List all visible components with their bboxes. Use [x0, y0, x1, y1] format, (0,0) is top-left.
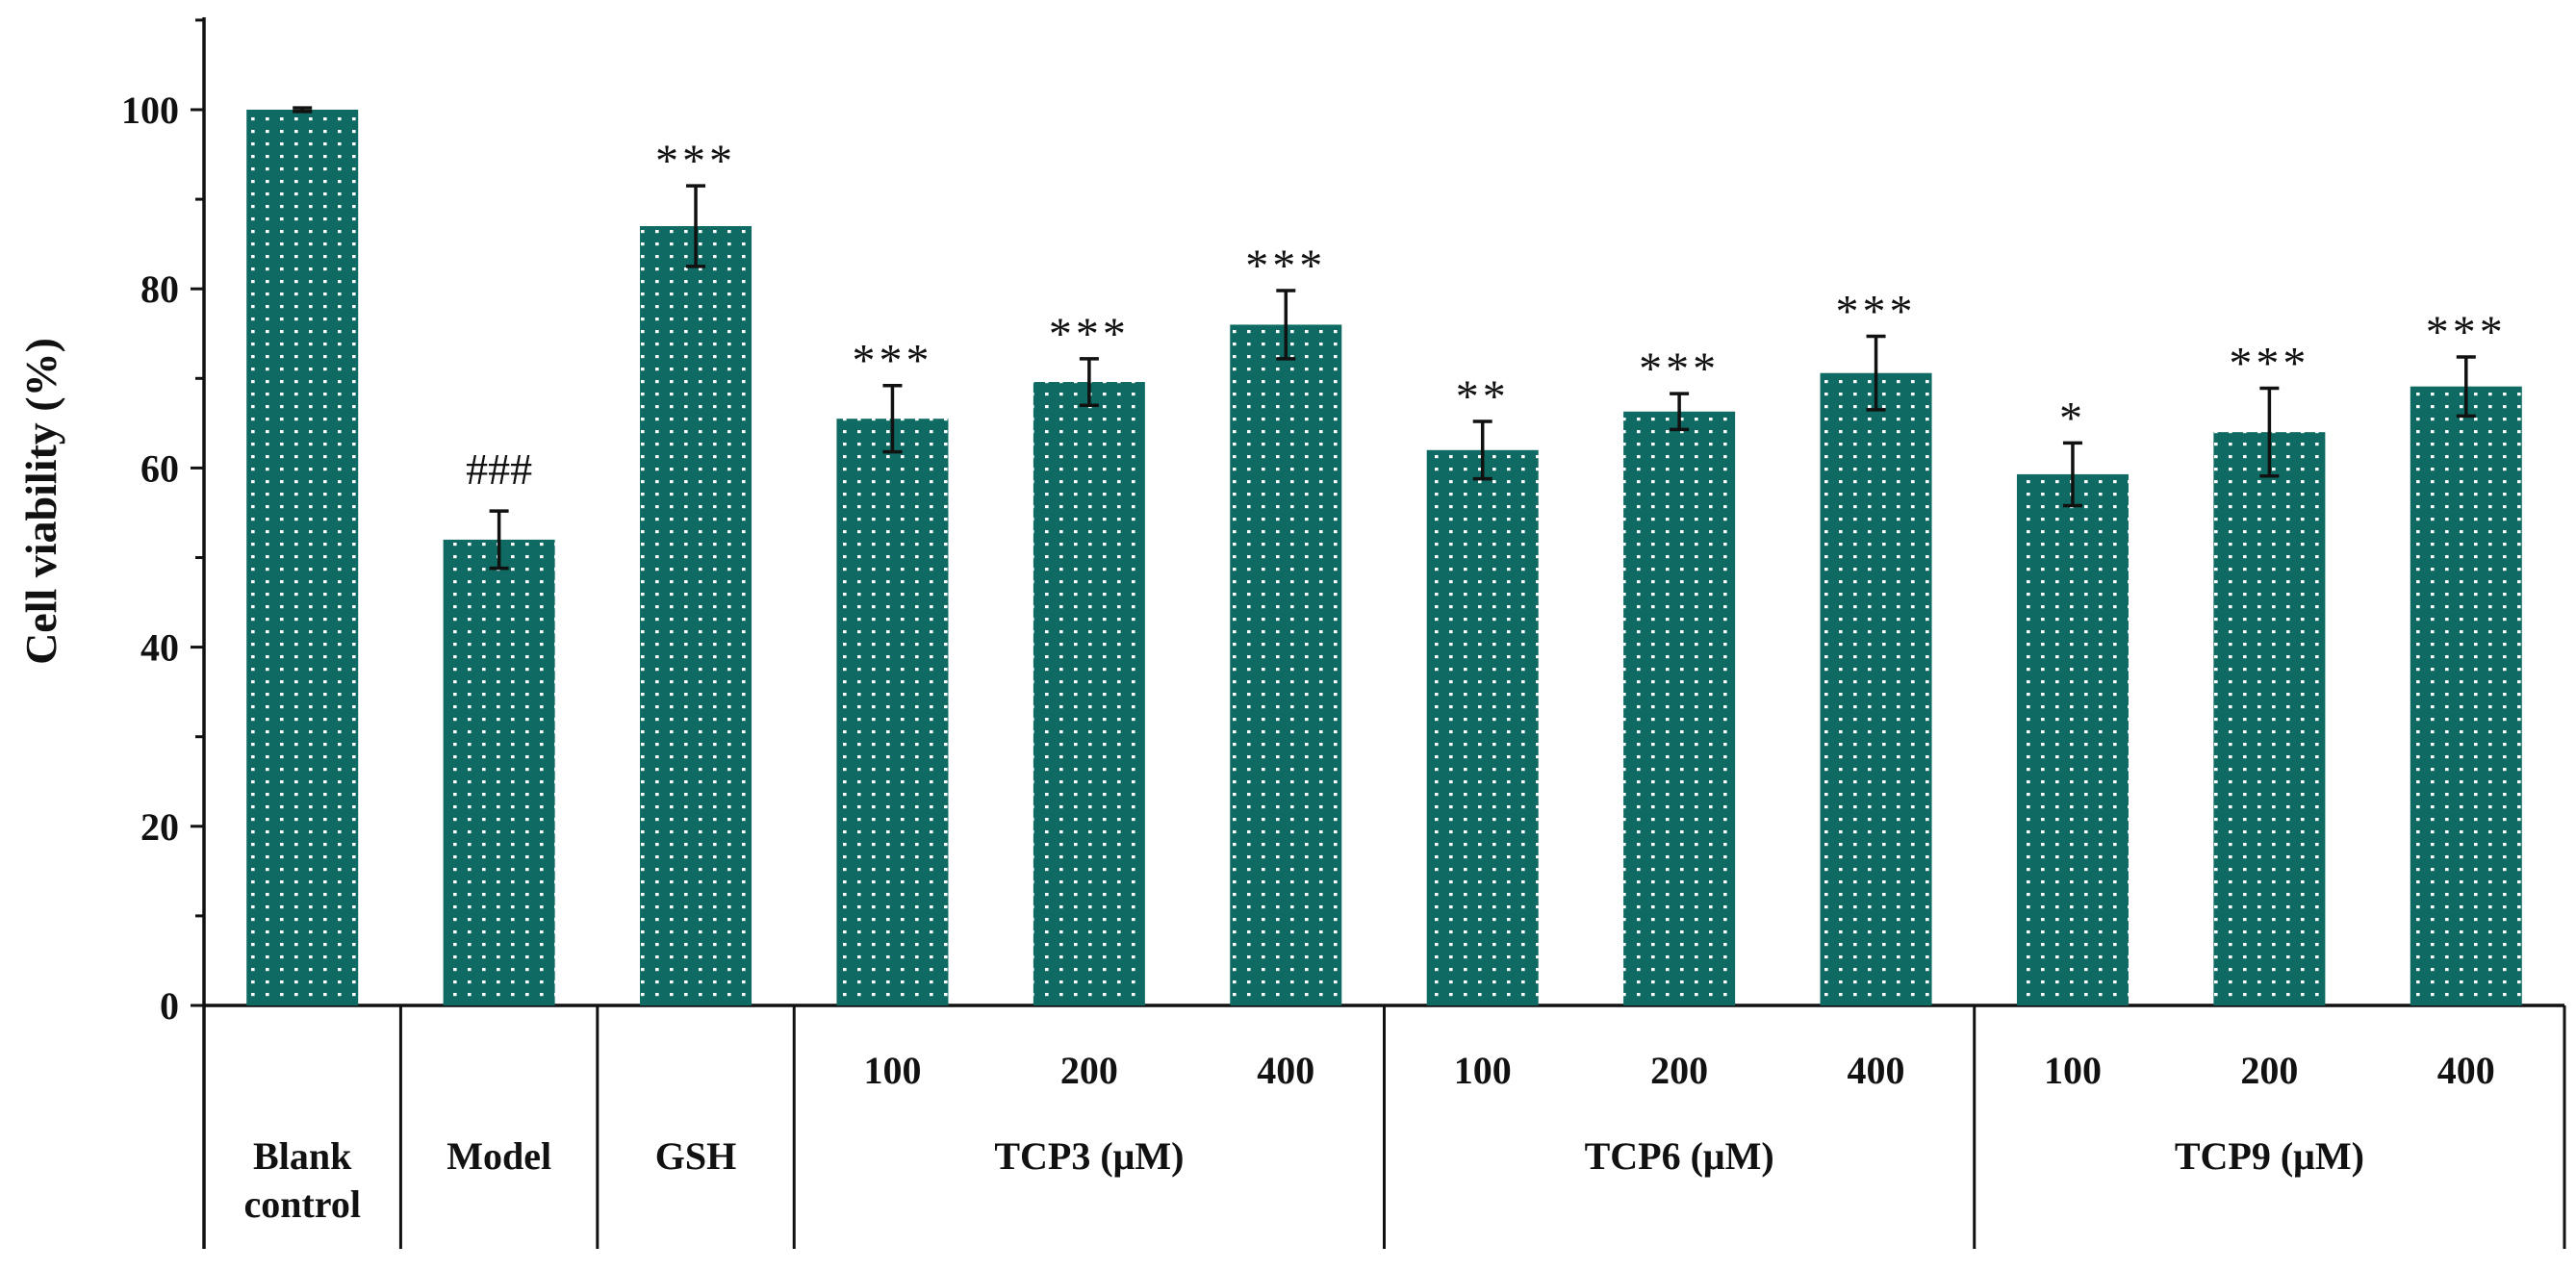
concentration-label: 200 — [1650, 1049, 1708, 1092]
significance-label: *** — [655, 136, 736, 187]
significance-label: * — [2059, 393, 2086, 444]
y-tick-label: 60 — [140, 446, 179, 490]
significance-label: *** — [1639, 343, 1720, 394]
significance-label: *** — [2229, 339, 2309, 390]
significance-label: *** — [852, 336, 932, 387]
y-tick-label: 80 — [140, 267, 179, 311]
significance-label: ### — [466, 445, 532, 494]
group-label: TCP3 (μM) — [994, 1134, 1184, 1178]
bar — [1820, 372, 1932, 1005]
y-tick-label: 0 — [160, 984, 179, 1028]
bar — [1230, 324, 1342, 1005]
bar — [443, 539, 555, 1005]
concentration-label: 100 — [1454, 1049, 1512, 1092]
significance-label: *** — [1836, 287, 1917, 338]
significance-label: *** — [1245, 241, 1326, 292]
group-label: TCP6 (μM) — [1585, 1134, 1774, 1178]
bar — [2213, 432, 2326, 1005]
y-tick-label: 40 — [140, 626, 179, 670]
y-tick-label: 100 — [121, 89, 179, 132]
bar — [2016, 473, 2129, 1005]
y-axis-label: Cell viability (%) — [16, 338, 65, 665]
y-tick-label: 20 — [140, 805, 179, 849]
bar — [2410, 386, 2522, 1006]
bar — [1426, 449, 1539, 1005]
concentration-label: 100 — [863, 1049, 921, 1092]
bar — [640, 226, 752, 1005]
category-label: GSH — [655, 1134, 736, 1178]
concentration-label: 400 — [1257, 1049, 1314, 1092]
group-label: TCP9 (μM) — [2175, 1134, 2364, 1178]
category-label: Model — [446, 1134, 551, 1178]
category-label: control — [243, 1182, 360, 1226]
concentration-label: 200 — [2240, 1049, 2298, 1092]
significance-label: *** — [1049, 309, 1130, 360]
bar — [246, 110, 359, 1005]
concentration-label: 400 — [1848, 1049, 1905, 1092]
category-label: Blank — [253, 1134, 352, 1178]
concentration-label: 400 — [2437, 1049, 2495, 1092]
significance-label: *** — [2426, 307, 2507, 358]
bar — [836, 419, 949, 1005]
bar — [1033, 382, 1145, 1005]
significance-label: ** — [1456, 371, 1510, 422]
bars: ###*************************** — [246, 106, 2522, 1006]
concentration-label: 200 — [1060, 1049, 1118, 1092]
concentration-label: 100 — [2044, 1049, 2102, 1092]
bar — [1623, 411, 1736, 1005]
